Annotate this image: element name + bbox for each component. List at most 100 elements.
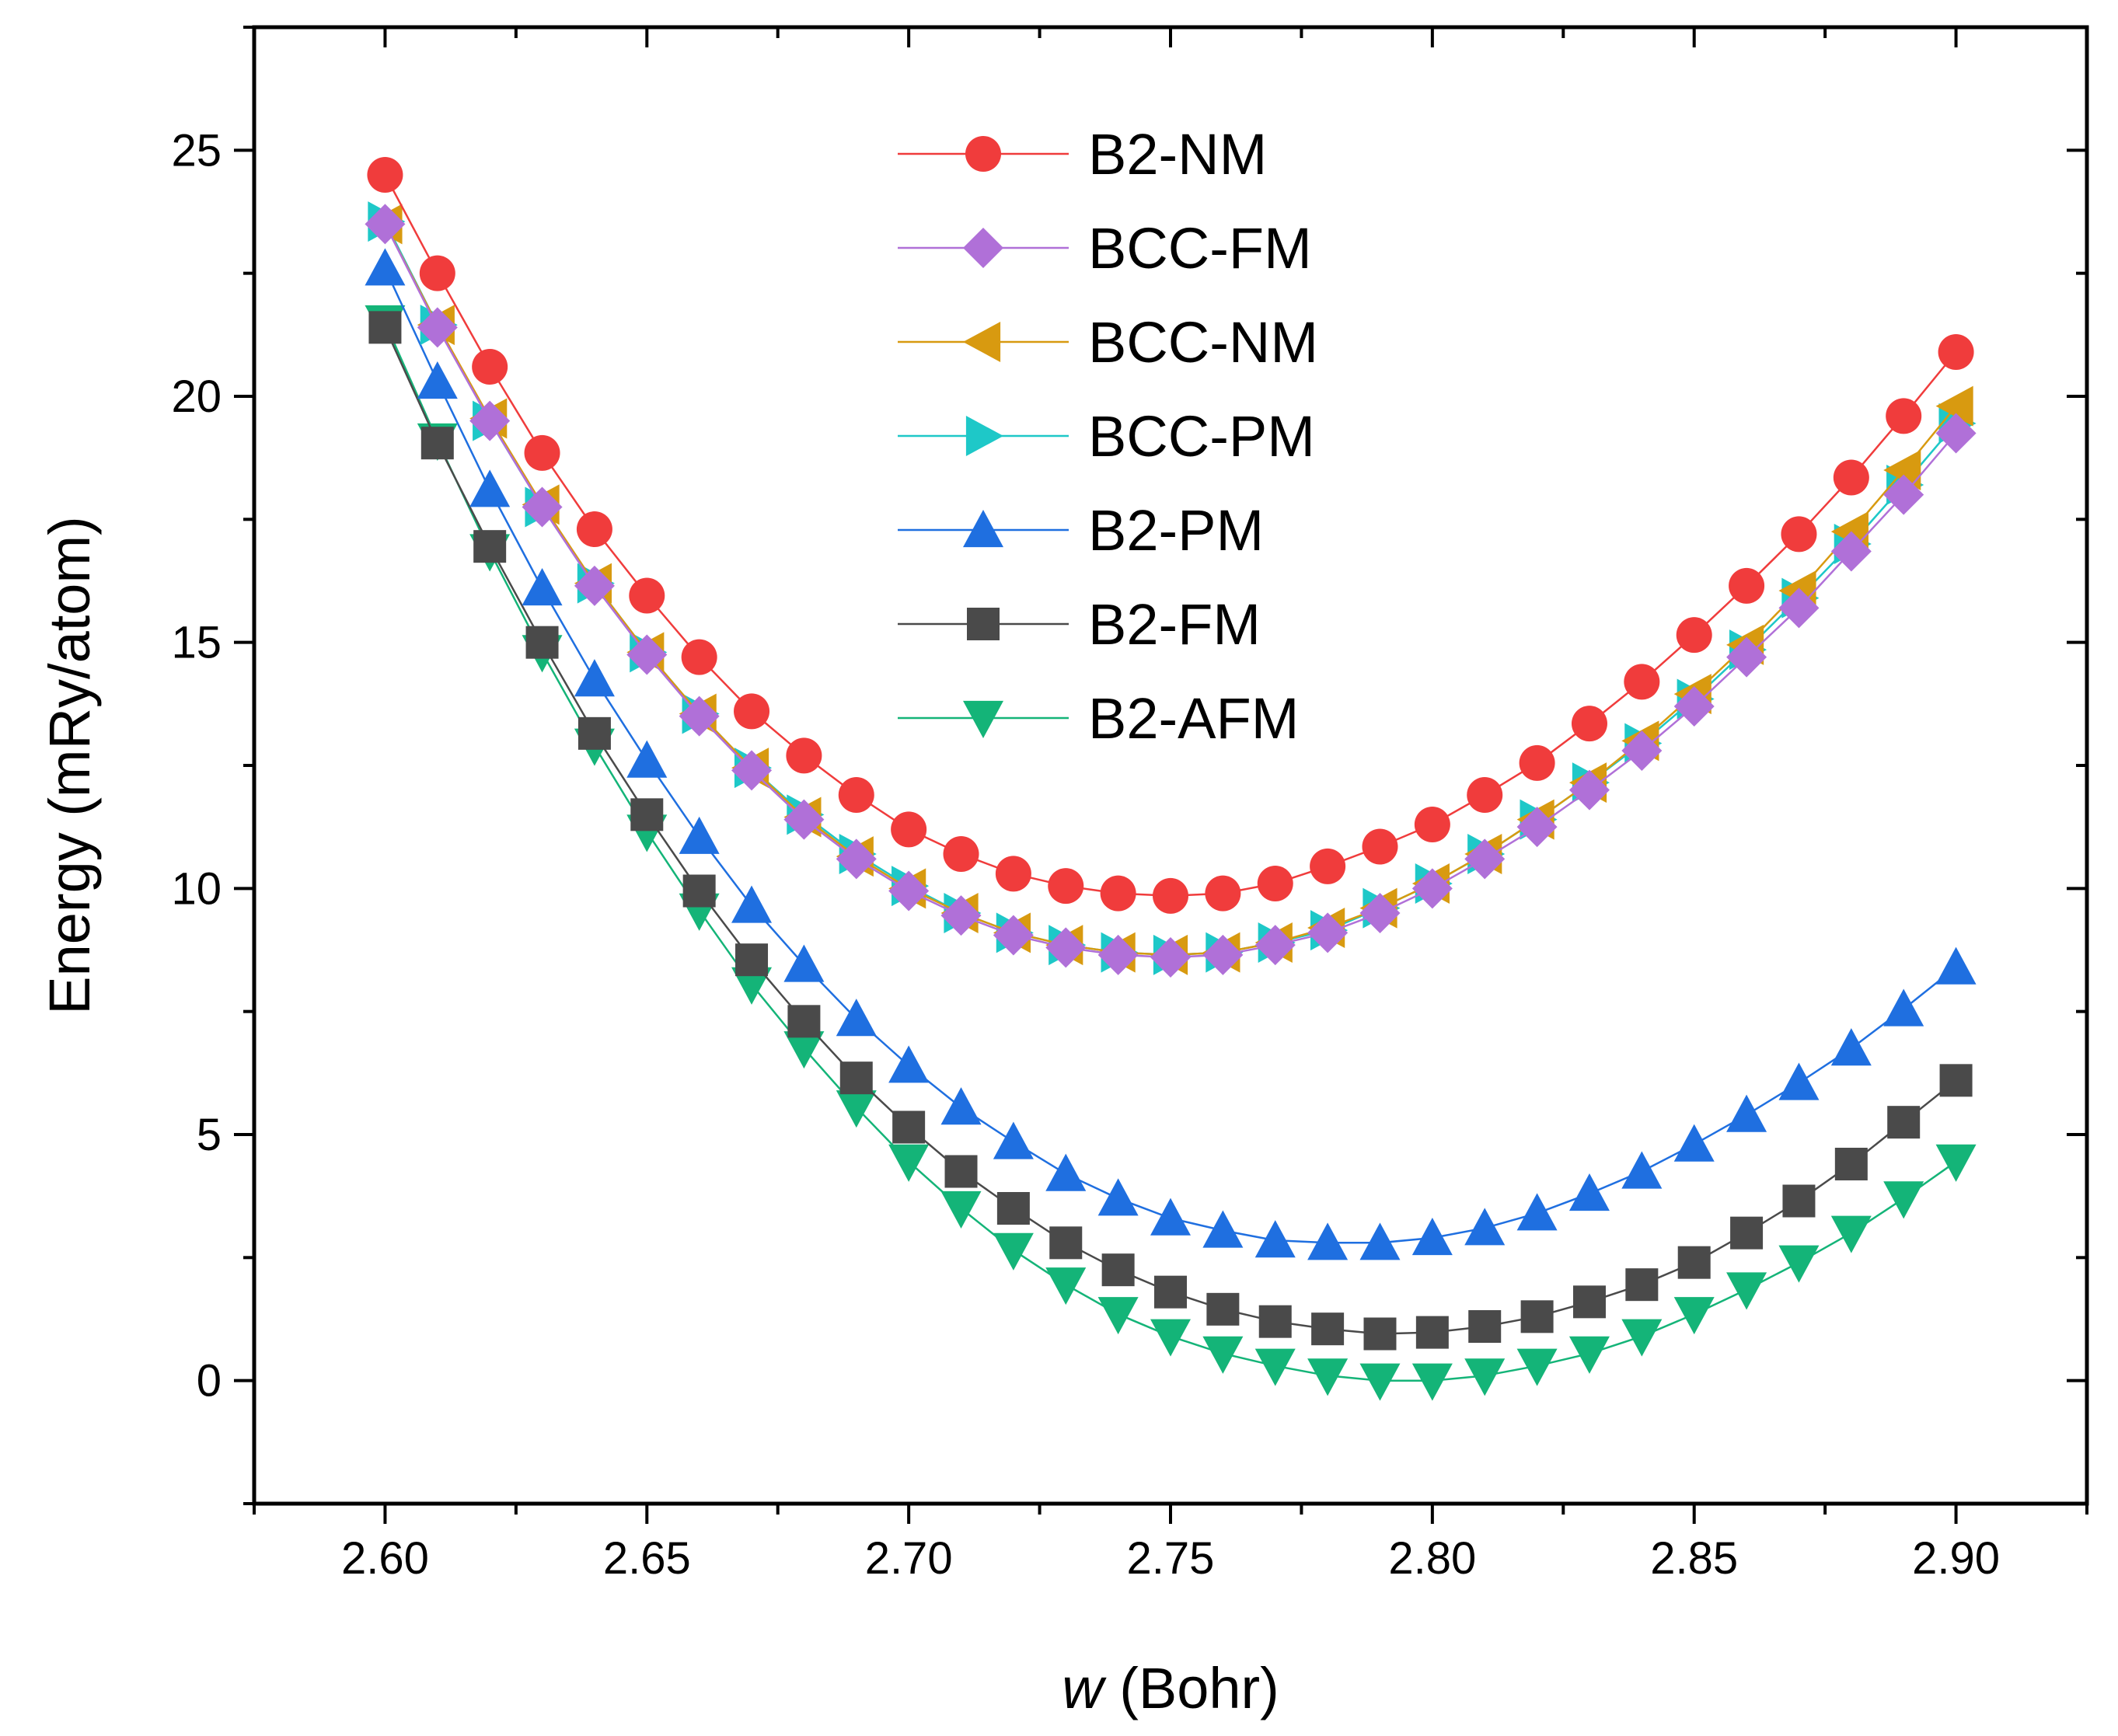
data-point: [420, 427, 454, 460]
data-point: [1254, 1220, 1296, 1258]
data-point: [783, 944, 825, 982]
data-point: [681, 639, 717, 675]
x-tick-label: 2.85: [1650, 1533, 1738, 1584]
data-point: [735, 943, 769, 977]
data-point: [836, 999, 877, 1037]
data-point: [1572, 1285, 1606, 1319]
axes: 2.60 2.65 2.70 2.75 2.80 2.85 2.90 0 5 10 15 20 25: [171, 26, 2088, 1584]
legend-label: B2-FM: [1088, 592, 1261, 657]
data-point: [1726, 636, 1767, 678]
data-point: [1464, 1358, 1506, 1396]
x-tick-label: 2.75: [1127, 1533, 1215, 1584]
y-tick-label: 5: [197, 1110, 222, 1160]
data-point: [1150, 1319, 1191, 1357]
data-point: [1939, 1064, 1973, 1097]
legend-marker: [965, 136, 1001, 172]
x-tick-label: 2.80: [1388, 1533, 1476, 1584]
legend-label: B2-NM: [1088, 122, 1267, 186]
data-point: [1049, 1226, 1083, 1260]
data-point: [524, 434, 560, 471]
data-point: [1202, 1210, 1244, 1248]
data-point: [1202, 1336, 1244, 1374]
data-point: [996, 1192, 1030, 1225]
data-point: [1519, 744, 1555, 781]
data-point: [1778, 1245, 1820, 1283]
y-tick-label: 20: [171, 371, 222, 422]
legend: B2-NM BCC-FM BCC-NM BCC-PM B2-PM B2-FM B2-AFM: [898, 122, 1318, 751]
data-point: [1621, 730, 1663, 771]
data-point: [1150, 1197, 1191, 1236]
data-point: [1883, 474, 1924, 515]
data-point: [1830, 1028, 1872, 1066]
legend-marker: [963, 700, 1003, 738]
data-point: [1883, 988, 1924, 1027]
data-point: [1464, 838, 1506, 880]
legend-label: BCC-NM: [1088, 310, 1318, 375]
data-point: [1673, 1297, 1715, 1335]
y-tick-label: 10: [171, 863, 222, 914]
series-b2-afm: [365, 305, 1977, 1401]
data-point: [940, 895, 982, 936]
x-axis-title-symbol: w: [1062, 1656, 1107, 1720]
legend-label: BCC-FM: [1088, 216, 1312, 281]
data-point: [1362, 828, 1398, 865]
data-point: [574, 565, 615, 606]
data-point: [574, 659, 615, 697]
data-point: [1778, 587, 1820, 629]
data-point: [783, 799, 825, 840]
data-point: [838, 777, 874, 813]
data-point: [473, 530, 507, 563]
series-b2-nm: [367, 157, 1974, 914]
data-point: [1621, 1151, 1663, 1189]
data-point: [1935, 946, 1977, 985]
data-point: [1257, 866, 1293, 901]
x-tick-label: 2.65: [603, 1533, 691, 1584]
data-point: [1729, 567, 1765, 604]
data-point: [1411, 1218, 1453, 1256]
data-point: [1887, 1106, 1921, 1139]
data-point: [522, 568, 563, 606]
data-point: [1254, 925, 1296, 966]
data-point: [1415, 1316, 1449, 1349]
data-point: [1830, 1215, 1872, 1253]
data-point: [1568, 769, 1610, 810]
data-point: [1726, 1272, 1767, 1310]
series-layer: [365, 157, 1977, 1401]
data-point: [417, 307, 458, 348]
data-point: [365, 248, 406, 286]
legend-label: B2-PM: [1088, 498, 1264, 563]
data-point: [682, 874, 716, 908]
data-point: [419, 255, 455, 291]
data-point: [731, 967, 773, 1005]
data-point: [892, 1110, 926, 1144]
data-point: [1516, 807, 1558, 848]
legend-marker: [963, 228, 1003, 268]
data-point: [365, 204, 406, 245]
legend-marker: [963, 510, 1003, 548]
data-point: [1363, 1317, 1397, 1351]
data-point: [1307, 1358, 1349, 1396]
data-point: [1624, 664, 1660, 700]
legend-item: B2-PM: [898, 498, 1264, 563]
data-point: [995, 856, 1031, 892]
data-point: [1307, 912, 1349, 953]
data-point: [1886, 398, 1922, 434]
data-point: [888, 1045, 930, 1083]
data-point: [888, 1144, 930, 1182]
data-point: [1935, 413, 1977, 454]
legend-marker: [967, 608, 1000, 640]
data-point: [940, 1190, 982, 1229]
legend-item: B2-FM: [898, 592, 1261, 657]
data-point: [1938, 334, 1974, 370]
y-tick-label: 15: [171, 618, 222, 668]
x-axis-title-unit: (Bohr): [1104, 1656, 1279, 1720]
data-point: [1677, 1246, 1711, 1279]
data-point: [787, 1005, 821, 1038]
data-point: [1310, 848, 1346, 884]
y-tick-label: 25: [171, 125, 222, 176]
data-point: [1101, 1253, 1135, 1287]
data-point: [1830, 531, 1872, 572]
data-point: [1097, 1297, 1139, 1335]
data-point: [943, 836, 979, 872]
